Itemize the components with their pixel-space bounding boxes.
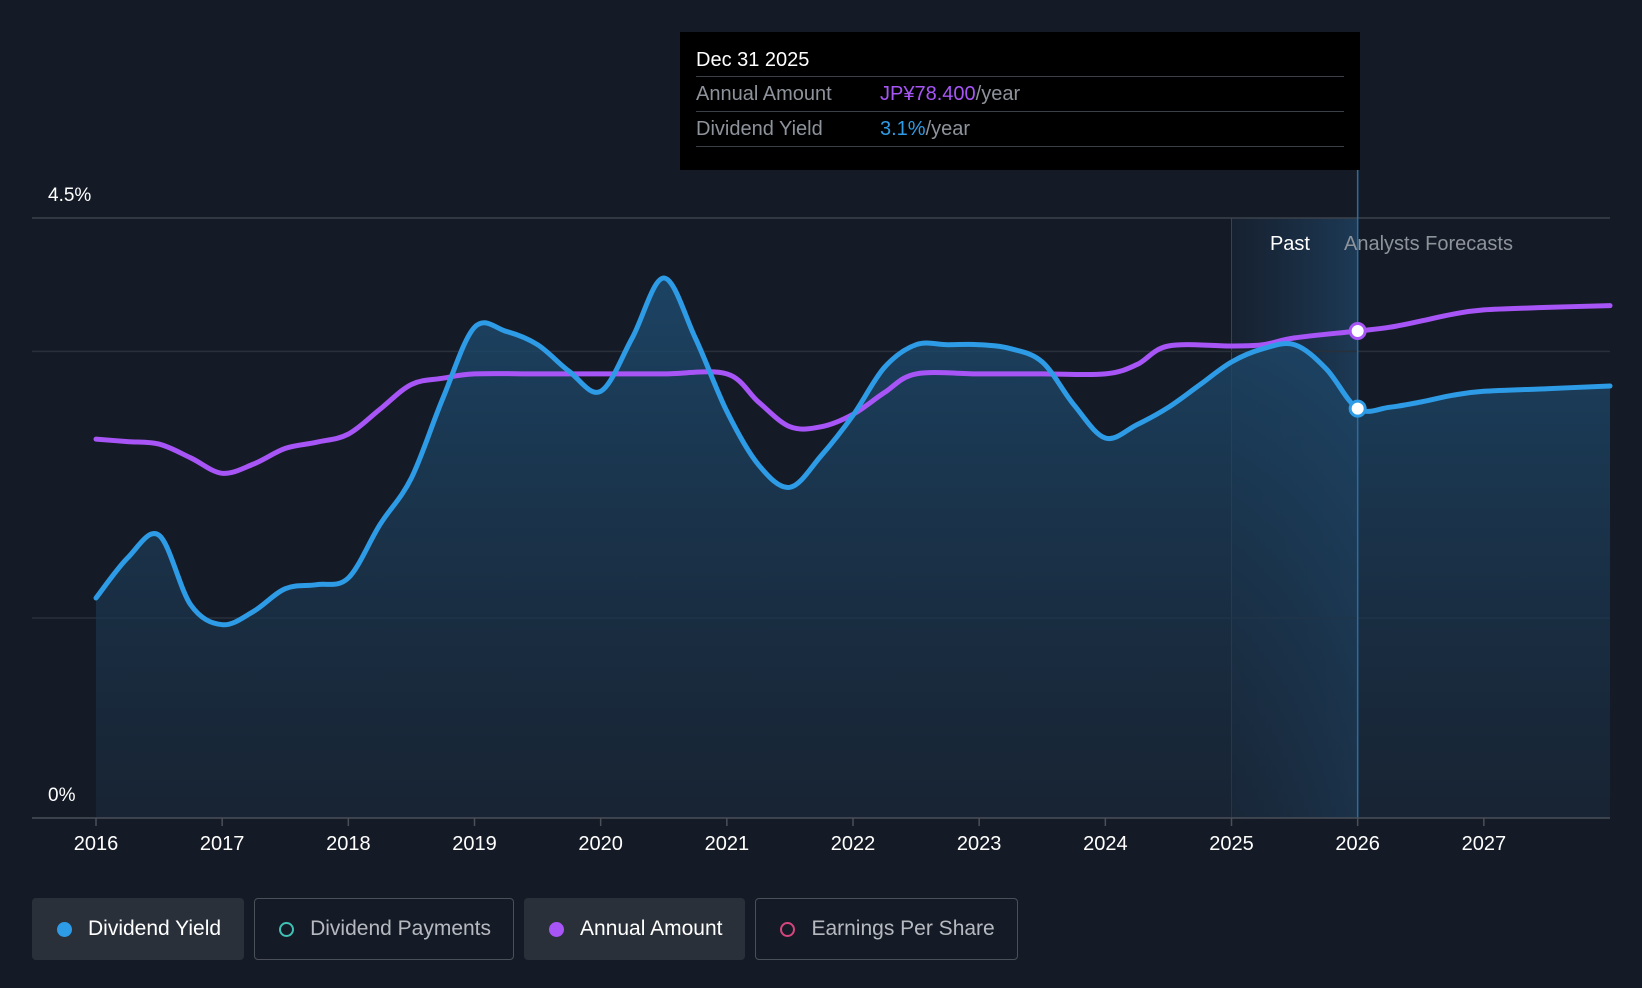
x-tick-label: 2017	[200, 833, 245, 855]
legend-dot-icon	[279, 921, 295, 937]
tooltip-value: 3.1%	[880, 118, 926, 140]
x-tick-label: 2018	[326, 833, 371, 855]
x-tick-label: 2020	[578, 833, 623, 855]
tooltip-label: Annual Amount	[696, 83, 832, 105]
x-tick-label: 2027	[1462, 833, 1507, 855]
forecast-label: Analysts Forecasts	[1344, 233, 1513, 255]
legend-label: Dividend Yield	[88, 917, 222, 940]
legend-dot-icon	[57, 921, 72, 937]
tooltip-value: JP¥78.400	[880, 83, 976, 105]
x-tick-label: 2022	[831, 833, 876, 855]
legend-earnings-per-share[interactable]: Earnings Per Share	[755, 898, 1018, 960]
x-tick-label: 2025	[1209, 833, 1254, 855]
tooltip-unit: /year	[975, 83, 1021, 105]
past-label: Past	[1270, 233, 1310, 255]
legend-annual-amount[interactable]: Annual Amount	[524, 898, 746, 960]
tooltip-row-dividend-yield: Dividend Yield 3.1% /year	[696, 112, 1344, 147]
dividend-yield-line	[93, 275, 1613, 628]
legend-dividend-payments[interactable]: Dividend Payments	[254, 898, 515, 960]
legend-dividend-yield[interactable]: Dividend Yield	[32, 898, 245, 960]
legend-label: Annual Amount	[580, 917, 723, 940]
x-tick-label: 2024	[1083, 833, 1128, 855]
legend-dot-icon	[549, 921, 565, 937]
legend-dot-icon	[780, 921, 796, 937]
dividend-yield-marker	[1348, 399, 1367, 418]
x-tick-label: 2023	[957, 833, 1002, 855]
y-axis-bottom-label: 0%	[48, 785, 76, 806]
tooltip-label: Dividend Yield	[696, 118, 823, 140]
legend-label: Dividend Payments	[310, 917, 492, 940]
tooltip-date: Dec 31 2025	[696, 46, 1344, 77]
x-tick-label: 2026	[1335, 833, 1380, 855]
chart-tooltip: Dec 31 2025 Annual Amount JP¥78.400 /yea…	[680, 32, 1360, 170]
annual-amount-marker	[1348, 322, 1367, 341]
chart-legend: Dividend Yield Dividend Payments Annual …	[32, 898, 1018, 960]
legend-label: Earnings Per Share	[811, 917, 995, 940]
tooltip-unit: /year	[925, 118, 971, 140]
x-tick-label: 2019	[452, 833, 497, 855]
dividend-yield-area	[96, 278, 1610, 818]
x-tick-label: 2021	[705, 833, 750, 855]
x-tick-label: 2016	[74, 833, 119, 855]
y-axis-top-label: 4.5%	[48, 185, 91, 206]
tooltip-row-annual-amount: Annual Amount JP¥78.400 /year	[696, 77, 1344, 112]
